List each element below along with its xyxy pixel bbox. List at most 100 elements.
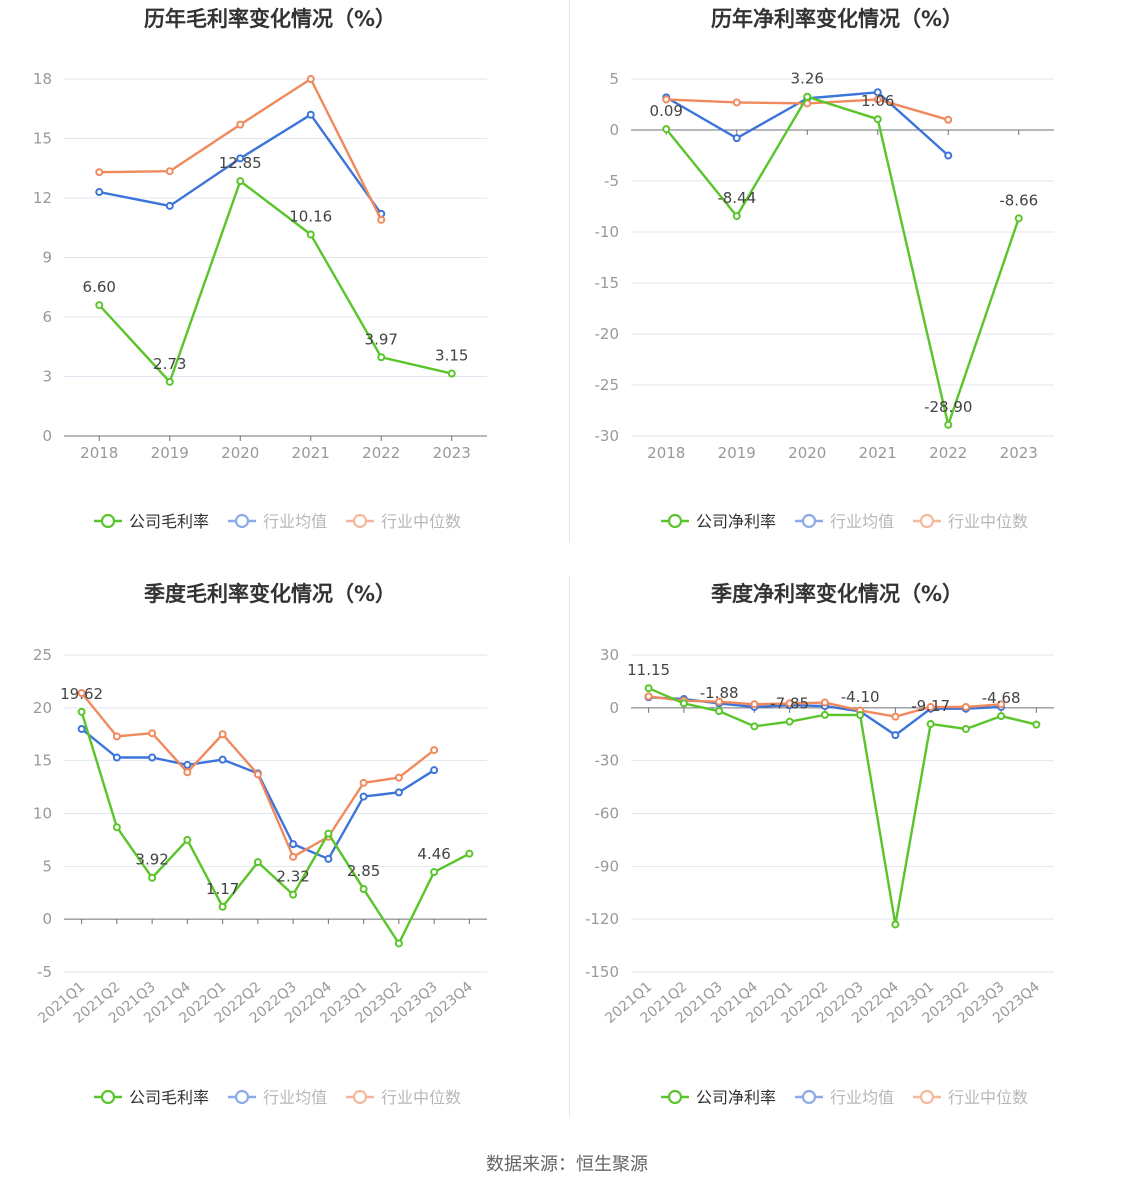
data-point-industry_avg: [324, 854, 333, 863]
legend-marker: [234, 1089, 250, 1105]
data-label: 4.46: [417, 845, 450, 863]
legend-marker: [352, 1089, 368, 1105]
data-point-industry_median: [997, 700, 1006, 709]
data-label: 2.85: [347, 862, 380, 880]
data-point-company: [77, 707, 86, 716]
data-point-company: [944, 420, 953, 429]
data-label: 1.06: [861, 92, 894, 110]
data-label: 3.26: [791, 70, 824, 88]
data-point-company: [644, 684, 653, 693]
legend-marker: [801, 513, 817, 529]
data-point-industry_median: [732, 98, 741, 107]
legend-label: 行业均值: [263, 512, 327, 531]
legend-item-industry_median: 行业中位数: [346, 512, 461, 531]
legend-marker: [100, 513, 116, 529]
y-tick-label: -120: [585, 910, 619, 928]
data-point-company: [803, 92, 812, 101]
data-point-company: [394, 939, 403, 948]
data-point-industry_median: [289, 852, 298, 861]
data-point-industry_avg: [873, 88, 882, 97]
legend-marker: [234, 513, 250, 529]
data-point-industry_median: [891, 712, 900, 721]
x-tick-label: 2022: [929, 444, 967, 462]
data-label: -8.66: [999, 191, 1038, 209]
data-point-industry_median: [785, 699, 794, 708]
data-point-industry_median: [236, 120, 245, 129]
y-tick-label: 0: [42, 910, 52, 928]
legend-item-company: 公司毛利率: [94, 1088, 209, 1107]
data-point-industry_median: [715, 697, 724, 706]
data-point-industry_median: [165, 167, 174, 176]
data-point-company: [679, 699, 688, 708]
series-line-industry_avg: [80, 728, 435, 861]
series-line-company: [665, 95, 1020, 426]
data-point-industry_avg: [359, 792, 368, 801]
data-label: -8.44: [717, 189, 756, 207]
data-point-company: [359, 885, 368, 894]
legend-item-industry_median: 行业中位数: [346, 1088, 461, 1107]
data-point-company: [447, 369, 456, 378]
data-point-company: [856, 711, 865, 720]
x-tick-label: 2019: [151, 444, 189, 462]
data-point-industry_avg: [236, 154, 245, 163]
data-point-company: [165, 377, 174, 386]
x-tick-label: 2023: [433, 444, 471, 462]
y-tick-label: -10: [595, 223, 620, 241]
data-point-industry_avg: [112, 753, 121, 762]
data-point-industry_avg: [165, 201, 174, 210]
chart-svg: 历年净利率变化情况（%） -30 -25 -20 -15 -10 -5 0 5 2018 2019 2…: [595, 7, 1054, 531]
data-label: 1.17: [206, 880, 239, 898]
chart-title: 季度毛利率变化情况（%）: [144, 582, 396, 606]
x-tick-label: 2023: [1000, 444, 1038, 462]
y-tick-label: 6: [42, 308, 52, 326]
data-point-industry_median: [644, 692, 653, 701]
x-tick-label: 2022: [362, 444, 400, 462]
data-label: -7.85: [770, 695, 809, 713]
y-tick-label: 9: [42, 249, 52, 267]
data-point-industry_avg: [183, 760, 192, 769]
legend-label: 公司毛利率: [129, 512, 209, 531]
y-tick-label: -5: [37, 963, 52, 981]
data-point-company: [112, 823, 121, 832]
data-point-company: [997, 712, 1006, 721]
y-tick-label: 0: [42, 427, 52, 445]
chart-annual-gross-margin: 历年毛利率变化情况（%） 0 3 6 9 12 15 18 2018 2019 2020 2021 20…: [0, 0, 567, 575]
y-tick-label: 12: [33, 189, 52, 207]
legend-label: 公司净利率: [696, 1088, 776, 1107]
data-label: -28.90: [924, 398, 972, 416]
legend-label: 行业中位数: [381, 1088, 461, 1107]
series-line-company: [80, 711, 470, 945]
legend-marker: [919, 513, 935, 529]
y-tick-label: -30: [595, 752, 620, 770]
data-point-company: [148, 873, 157, 882]
legend-marker: [667, 513, 683, 529]
data-point-industry_avg: [77, 724, 86, 733]
data-point-industry_avg: [306, 110, 315, 119]
y-tick-label: 18: [33, 70, 52, 88]
data-point-industry_median: [820, 698, 829, 707]
chart-quarterly-gross-margin: 季度毛利率变化情况（%） -5 0 5 10 15 20 25 2021Q1 2021Q2 2021…: [0, 575, 567, 1150]
data-point-industry_avg: [732, 134, 741, 143]
data-point-industry_median: [306, 75, 315, 83]
data-point-company: [662, 125, 671, 134]
series-line-company: [648, 687, 1037, 926]
data-point-industry_median: [926, 702, 935, 711]
series-line-industry_median: [99, 77, 383, 221]
y-tick-label: 20: [33, 699, 52, 717]
y-tick-label: -150: [585, 963, 619, 981]
data-point-industry_median: [944, 115, 953, 124]
legend-label: 行业均值: [830, 512, 894, 531]
data-label: 3.97: [365, 330, 398, 348]
data-label: -1.88: [700, 684, 739, 702]
data-label: 3.15: [435, 347, 468, 365]
data-label: -4.68: [982, 689, 1021, 707]
data-label: 2.32: [276, 868, 309, 886]
x-tick-label: 2018: [80, 444, 118, 462]
chart-svg: 季度净利率变化情况（%）-150-120-90-60-300302021Q120…: [585, 582, 1054, 1107]
data-point-company: [377, 353, 386, 362]
y-tick-label: -60: [595, 805, 620, 823]
data-point-company: [183, 835, 192, 844]
data-point-industry_median: [148, 729, 157, 738]
legend-label: 行业均值: [830, 1088, 894, 1107]
legend-item-company: 公司净利率: [661, 1088, 776, 1107]
